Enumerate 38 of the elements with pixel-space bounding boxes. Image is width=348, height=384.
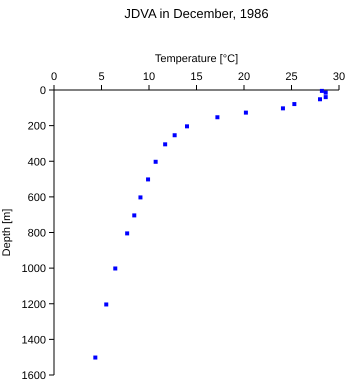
point <box>138 195 142 200</box>
y-axis-title: Depth [m] <box>1 208 13 256</box>
point <box>93 356 98 360</box>
point <box>292 102 296 106</box>
point <box>318 97 322 102</box>
y-tick-label: 800 <box>28 228 46 240</box>
y-tick-label: 200 <box>28 120 46 133</box>
point <box>320 88 324 93</box>
point <box>244 110 248 115</box>
point <box>215 115 220 120</box>
y-tick-label: 400 <box>28 156 46 168</box>
x-tick-label: 30 <box>332 71 346 83</box>
point <box>163 142 168 146</box>
point <box>185 124 189 128</box>
y-tick-label: 0 <box>40 85 46 97</box>
point <box>146 177 150 182</box>
point <box>324 95 328 100</box>
point <box>172 133 177 138</box>
y-tick-label: 1000 <box>22 263 46 276</box>
point <box>280 106 285 110</box>
point <box>125 231 130 236</box>
y-tick-label: 1200 <box>22 298 46 311</box>
y-tick-label: 1400 <box>22 334 46 346</box>
y-tick-label: 1600 <box>22 370 46 382</box>
point <box>132 213 136 218</box>
y-tick-label: 600 <box>28 192 46 204</box>
point <box>104 302 108 306</box>
x-tick-label: 20 <box>238 71 250 83</box>
x-tick-label: 25 <box>285 71 298 83</box>
chart-title: JDVA in December, 1986 <box>124 6 269 21</box>
x-axis-title: Temperature [°C] <box>154 53 238 65</box>
x-tick-label: 0 <box>50 71 58 83</box>
point <box>113 266 118 270</box>
x-tick-label: 15 <box>190 71 203 83</box>
x-tick-label: 5 <box>98 71 105 83</box>
x-tick-label: 10 <box>142 71 156 83</box>
point <box>324 90 328 95</box>
point <box>154 160 158 164</box>
